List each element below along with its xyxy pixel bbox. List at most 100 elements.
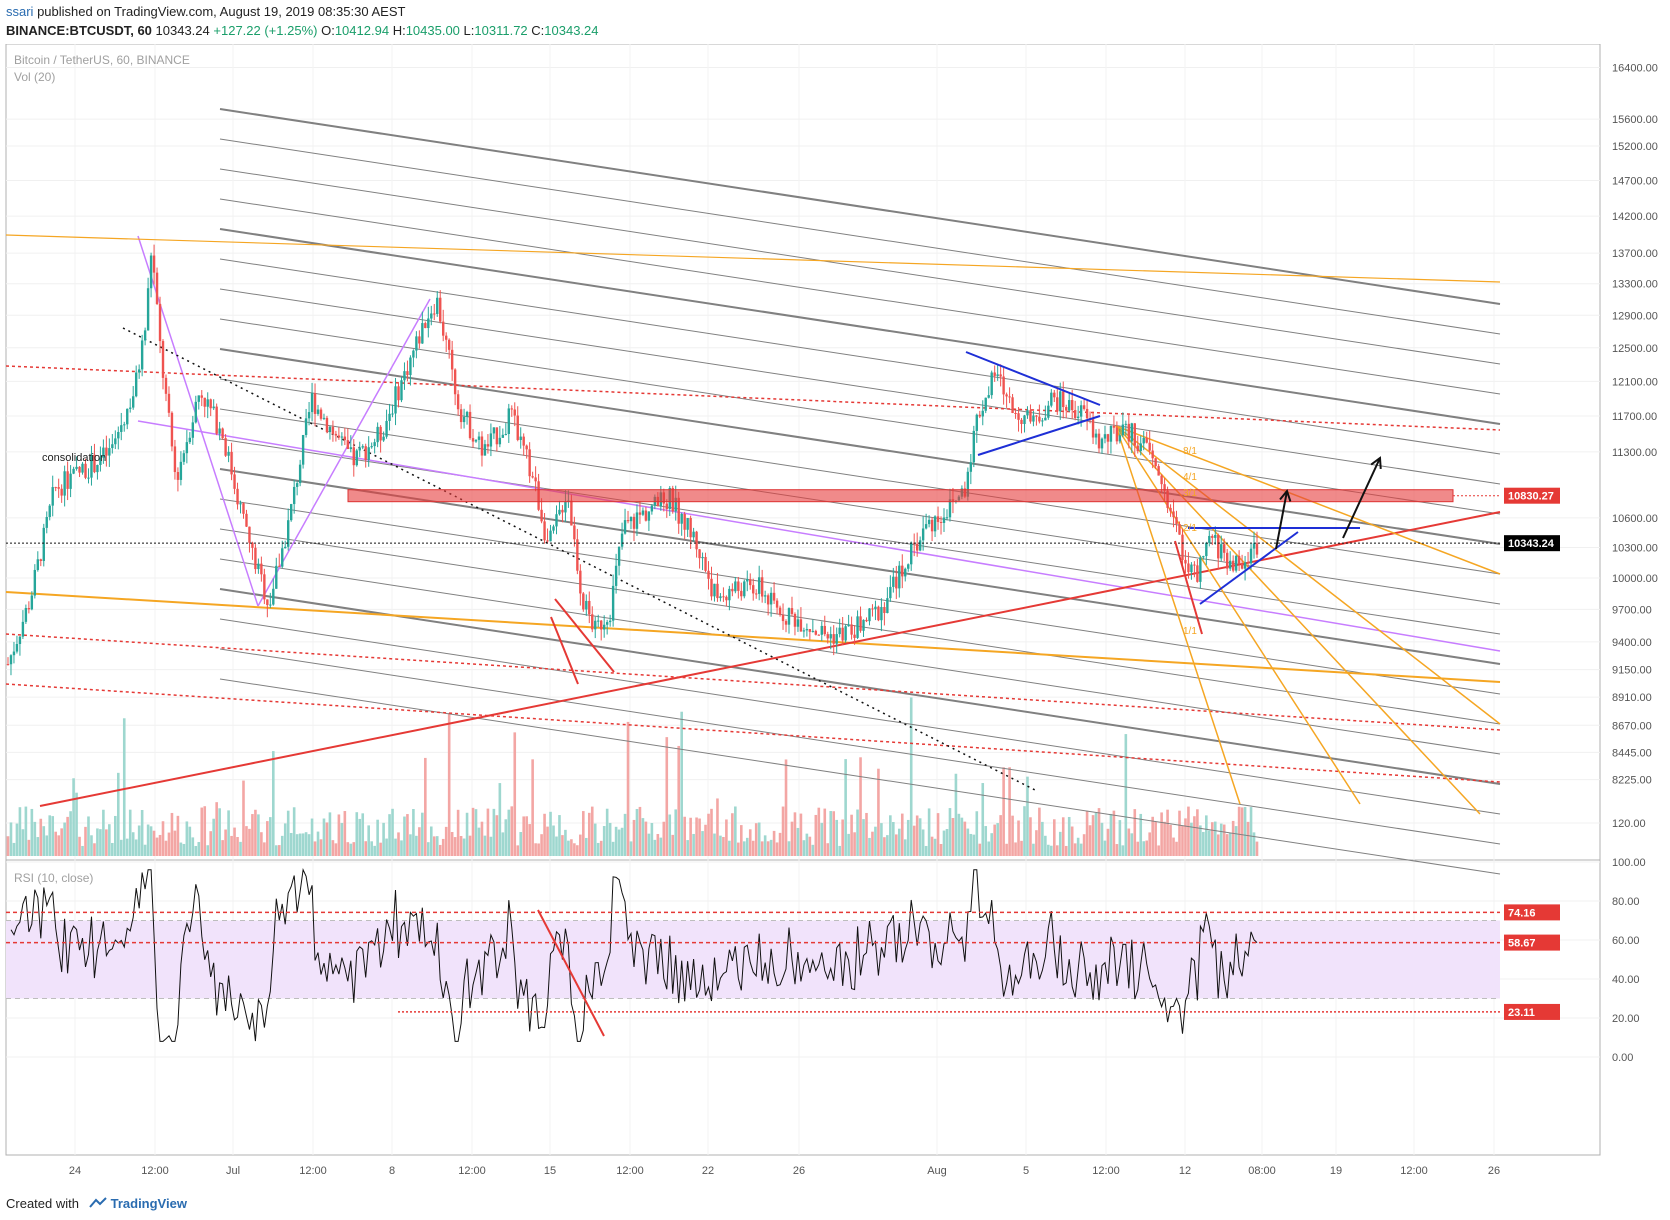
annotation-label: consolidation xyxy=(42,452,106,464)
candle-body xyxy=(39,559,42,561)
volume-bar xyxy=(501,832,505,856)
volume-bar xyxy=(203,806,207,856)
volume-bar xyxy=(507,809,511,856)
candle-body xyxy=(358,447,361,451)
annotation-label: 1/1 xyxy=(1183,626,1197,637)
candle-body xyxy=(1109,425,1113,442)
rising-trend-line xyxy=(39,511,1501,807)
time-tick-label: 12:00 xyxy=(458,1165,486,1177)
candle-body xyxy=(224,438,227,456)
volume-bar xyxy=(483,835,487,856)
volume-bar xyxy=(892,822,895,856)
volume-bar xyxy=(1002,767,1005,856)
volume-bar xyxy=(1088,825,1092,856)
price-tick-label: 10300.00 xyxy=(1612,543,1658,555)
time-tick-label: Jul xyxy=(226,1165,240,1177)
volume-bar xyxy=(590,806,594,856)
dotted-trend-line xyxy=(122,327,1036,791)
pitchfork-line xyxy=(219,318,1501,515)
volume-bar xyxy=(450,832,454,856)
candle-body xyxy=(1044,417,1047,421)
candle-body xyxy=(281,548,284,567)
created-with: Created with xyxy=(6,1196,79,1211)
candle-body xyxy=(474,439,478,442)
candle-body xyxy=(427,318,430,329)
volume-bar xyxy=(1005,843,1008,856)
candle-body xyxy=(638,512,642,515)
volume-bar xyxy=(695,817,698,856)
volume-bar xyxy=(650,822,654,856)
volume-bar xyxy=(218,808,221,856)
volume-bar xyxy=(185,821,189,856)
volume-bar xyxy=(1184,818,1187,856)
time-tick-label: 26 xyxy=(793,1165,805,1177)
chart-canvas[interactable]: consolidation 8/1 4/1 3/1 2/1 1/1 10830.27 1034… xyxy=(0,44,1670,1194)
candle-body xyxy=(304,418,308,435)
candle-body xyxy=(1199,557,1202,582)
candle-body xyxy=(287,520,290,547)
volume-bar xyxy=(573,843,576,856)
volume-bar xyxy=(292,807,296,856)
volume-bar xyxy=(301,833,305,856)
candle-body xyxy=(114,438,117,445)
candle-body xyxy=(1252,543,1256,549)
candle-body xyxy=(367,447,370,460)
price-tick-label: 15200.00 xyxy=(1612,141,1658,153)
candle-body xyxy=(66,471,69,489)
volume-bar xyxy=(713,833,716,856)
candle-body xyxy=(1053,392,1056,398)
volume-bar xyxy=(853,832,856,856)
candle-body xyxy=(424,323,427,329)
candle-body xyxy=(713,583,716,597)
volume-bar xyxy=(897,828,901,856)
candle-body xyxy=(486,444,490,447)
volume-bar xyxy=(191,837,195,856)
price-tick-label: 16400.00 xyxy=(1612,63,1658,75)
volume-bar xyxy=(1154,821,1157,856)
author-name[interactable]: ssari xyxy=(6,4,34,19)
volume-bar xyxy=(60,828,63,856)
volume-bar xyxy=(996,823,999,856)
volume-bar xyxy=(653,839,657,856)
volume-bar xyxy=(1055,845,1059,856)
candle-body xyxy=(376,426,379,443)
candle-body xyxy=(1172,511,1175,518)
volume-bar xyxy=(531,759,534,856)
pitchfork-line xyxy=(219,348,1501,545)
volume-bar xyxy=(122,718,126,856)
candle-body xyxy=(1175,517,1178,525)
volume-bar xyxy=(474,809,478,856)
candle-body xyxy=(96,464,99,473)
tradingview-brand[interactable]: TradingView xyxy=(110,1196,187,1211)
candle-body xyxy=(143,330,147,341)
volume-bar xyxy=(99,829,102,856)
candle-body xyxy=(978,414,981,417)
candle-body xyxy=(930,519,934,532)
volume-bar xyxy=(1181,825,1184,856)
candle-body xyxy=(564,501,567,513)
volume-bar xyxy=(1231,820,1235,856)
volume-bar xyxy=(1109,813,1113,856)
volume-bar xyxy=(1029,817,1032,856)
candle-body xyxy=(1240,563,1244,569)
open-value: 10412.94 xyxy=(334,23,390,38)
volume-bar xyxy=(114,815,117,856)
volume-bar xyxy=(662,821,666,856)
volume-bar xyxy=(817,807,821,856)
candle-body xyxy=(436,297,439,314)
candle-body xyxy=(1237,555,1241,564)
volume-bar xyxy=(146,824,150,856)
candle-body xyxy=(331,426,335,434)
volume-bar xyxy=(140,809,144,856)
volume-bar xyxy=(432,836,436,856)
candle-body xyxy=(570,500,573,526)
volume-bar xyxy=(1210,822,1214,856)
volume-bar xyxy=(754,823,758,856)
volume-bar xyxy=(671,834,675,856)
candle-body xyxy=(689,517,692,538)
candle-body xyxy=(704,556,707,571)
volume-bar xyxy=(1026,776,1029,856)
candle-body xyxy=(895,576,898,589)
candle-body xyxy=(158,303,162,342)
candle-body xyxy=(233,474,236,489)
